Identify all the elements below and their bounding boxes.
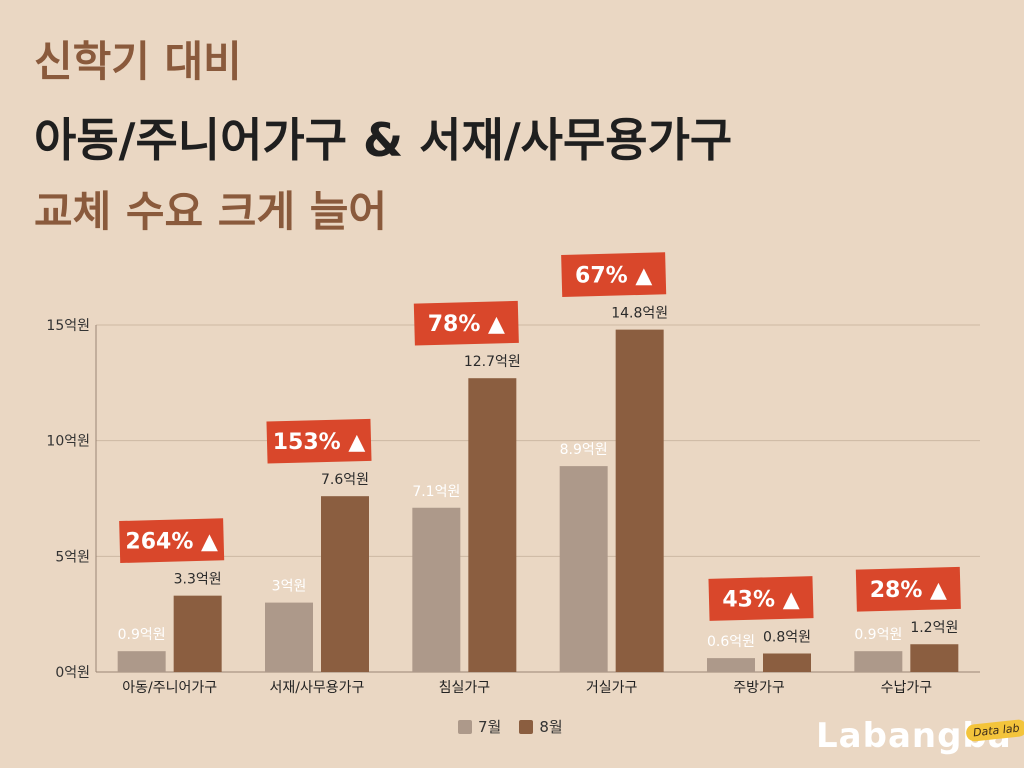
data-label-july: 0.9억원 — [854, 627, 902, 643]
y-tick-label: 0억원 — [55, 665, 90, 681]
bar-august — [468, 378, 517, 672]
legend-item-august: 8월 — [519, 716, 563, 737]
legend-label-august: 8월 — [539, 718, 563, 736]
bar-august — [910, 644, 959, 672]
x-tick-label: 침실가구 — [439, 680, 491, 696]
x-tick-label: 아동/주니어가구 — [122, 680, 217, 696]
title-line-2: 아동/주니어가구 & 서재/사무용가구 — [34, 113, 733, 167]
data-label-july: 7.1억원 — [412, 484, 460, 500]
legend-label-july: 7월 — [478, 718, 502, 736]
bar-august — [763, 653, 811, 672]
data-label-july: 0.9억원 — [118, 627, 166, 643]
bar-july — [559, 466, 608, 672]
data-label-august: 12.7억원 — [464, 354, 521, 370]
growth-badge-label: 264% ▲ — [125, 530, 218, 555]
legend-swatch-july — [458, 719, 472, 734]
bar-july — [117, 651, 166, 672]
data-label-august: 3.3억원 — [174, 572, 222, 588]
growth-badge-label: 43% ▲ — [722, 587, 799, 612]
growth-badge — [708, 576, 814, 621]
y-tick-label: 10억원 — [46, 434, 90, 450]
legend-swatch-august — [519, 719, 534, 734]
growth-badge — [119, 518, 225, 564]
data-label-august: 1.2억원 — [910, 620, 958, 636]
x-tick-label: 주방가구 — [733, 680, 785, 696]
legend-item-july: 7월 — [458, 716, 501, 737]
y-tick-label: 5억원 — [55, 549, 90, 565]
bar-july — [854, 651, 903, 672]
x-tick-label: 수납가구 — [881, 680, 933, 696]
bar-august — [321, 496, 369, 672]
title-line-1: 신학기 대비 — [34, 37, 242, 86]
growth-badge — [855, 566, 961, 612]
growth-badge — [561, 252, 667, 297]
bar-july — [412, 507, 461, 672]
growth-badge — [266, 418, 372, 464]
data-label-august: 0.8억원 — [763, 629, 811, 645]
x-tick-label: 거실가구 — [586, 680, 638, 696]
data-label-august: 7.6억원 — [321, 472, 369, 488]
growth-badge — [413, 300, 519, 346]
data-label-july: 8.9억원 — [560, 442, 608, 458]
labangba-logo: Labangba Data lab — [816, 716, 1024, 756]
bar-august — [173, 595, 222, 672]
data-label-july: 0.6억원 — [707, 634, 755, 650]
data-label-july: 3억원 — [272, 579, 307, 595]
growth-badge-label: 67% ▲ — [575, 264, 652, 289]
growth-badge-label: 78% ▲ — [428, 312, 505, 337]
data-label-august: 14.8억원 — [611, 306, 668, 322]
growth-badge-label: 153% ▲ — [273, 430, 366, 455]
y-tick-label: 15억원 — [46, 318, 90, 334]
chart-legend: 7월 8월 — [458, 716, 563, 737]
x-tick-label: 서재/사무용가구 — [270, 680, 365, 696]
bar-july — [265, 602, 313, 672]
growth-badge-label: 28% ▲ — [870, 578, 947, 603]
bar-july — [707, 658, 755, 672]
bar-august — [615, 329, 664, 672]
title-line-3: 교체 수요 크게 늘어 — [34, 187, 387, 236]
